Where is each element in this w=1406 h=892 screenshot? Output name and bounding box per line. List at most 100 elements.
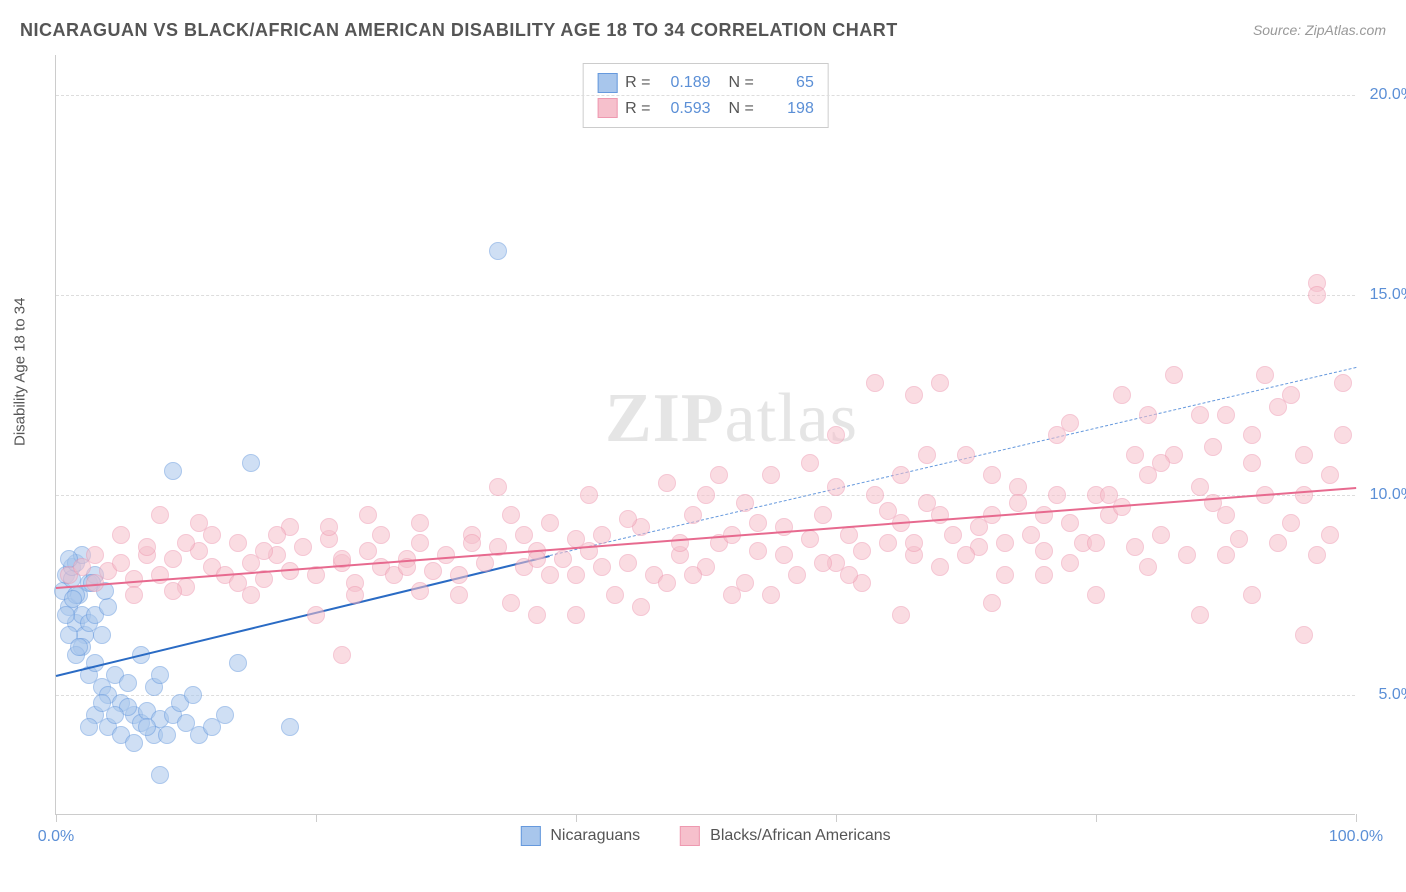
legend-swatch [597, 73, 617, 93]
gridline [56, 95, 1355, 96]
data-point [606, 586, 624, 604]
data-point [567, 566, 585, 584]
data-point [307, 606, 325, 624]
series-legend: NicaraguansBlacks/African Americans [520, 826, 890, 846]
data-point [749, 542, 767, 560]
data-point [112, 554, 130, 572]
data-point [229, 654, 247, 672]
data-point [905, 386, 923, 404]
data-point [853, 542, 871, 560]
data-point [866, 486, 884, 504]
data-point [1191, 478, 1209, 496]
data-point [489, 242, 507, 260]
data-point [1178, 546, 1196, 564]
data-point [489, 478, 507, 496]
data-point [996, 566, 1014, 584]
y-tick-label: 15.0% [1370, 286, 1406, 304]
y-tick-label: 10.0% [1370, 486, 1406, 504]
data-point [164, 550, 182, 568]
data-point [580, 486, 598, 504]
data-point [1165, 366, 1183, 384]
data-point [1269, 534, 1287, 552]
data-point [814, 554, 832, 572]
data-point [1126, 446, 1144, 464]
x-tick-label: 100.0% [1329, 828, 1383, 846]
data-point [125, 734, 143, 752]
data-point [775, 546, 793, 564]
data-point [567, 606, 585, 624]
legend-label: Nicaraguans [550, 827, 640, 845]
data-point [294, 538, 312, 556]
data-point [736, 494, 754, 512]
data-point [281, 718, 299, 736]
data-point [788, 566, 806, 584]
data-point [229, 534, 247, 552]
data-point [515, 526, 533, 544]
data-point [554, 550, 572, 568]
data-point [1308, 286, 1326, 304]
data-point [957, 546, 975, 564]
data-point [983, 466, 1001, 484]
data-point [1191, 406, 1209, 424]
data-point [957, 446, 975, 464]
data-point [119, 674, 137, 692]
data-point [1282, 386, 1300, 404]
data-point [619, 554, 637, 572]
n-value: 198 [762, 96, 814, 122]
data-point [541, 514, 559, 532]
data-point [1113, 386, 1131, 404]
x-tick [1096, 814, 1097, 822]
data-point [1061, 514, 1079, 532]
watermark: ZIPatlas [605, 379, 858, 459]
data-point [502, 506, 520, 524]
data-point [684, 506, 702, 524]
gridline [56, 295, 1355, 296]
data-point [905, 534, 923, 552]
data-point [996, 534, 1014, 552]
data-point [216, 706, 234, 724]
data-point [1217, 506, 1235, 524]
data-point [57, 606, 75, 624]
data-point [801, 454, 819, 472]
data-point [463, 534, 481, 552]
x-tick [836, 814, 837, 822]
data-point [1139, 406, 1157, 424]
plot-area: ZIPatlas R =0.189N =65R =0.593N =198 Nic… [55, 55, 1355, 815]
data-point [112, 526, 130, 544]
x-tick [56, 814, 57, 822]
data-point [1334, 374, 1352, 392]
data-point [1035, 566, 1053, 584]
watermark-rest: atlas [725, 380, 858, 457]
data-point [177, 534, 195, 552]
data-point [710, 466, 728, 484]
data-point [502, 594, 520, 612]
data-point [632, 598, 650, 616]
data-point [918, 446, 936, 464]
data-point [1308, 546, 1326, 564]
data-point [658, 474, 676, 492]
data-point [1295, 486, 1313, 504]
data-point [1217, 406, 1235, 424]
data-point [346, 586, 364, 604]
data-point [86, 546, 104, 564]
data-point [1321, 466, 1339, 484]
data-point [944, 526, 962, 544]
legend-swatch [520, 826, 540, 846]
data-point [762, 586, 780, 604]
data-point [762, 466, 780, 484]
data-point [931, 558, 949, 576]
data-point [411, 514, 429, 532]
data-point [1100, 486, 1118, 504]
x-tick [576, 814, 577, 822]
n-value: 65 [762, 70, 814, 96]
data-point [1061, 554, 1079, 572]
n-label: N = [729, 96, 754, 122]
data-point [333, 646, 351, 664]
data-point [671, 534, 689, 552]
data-point [80, 718, 98, 736]
data-point [970, 518, 988, 536]
data-point [1035, 542, 1053, 560]
data-point [1022, 526, 1040, 544]
data-point [1256, 366, 1274, 384]
watermark-bold: ZIP [605, 380, 725, 457]
